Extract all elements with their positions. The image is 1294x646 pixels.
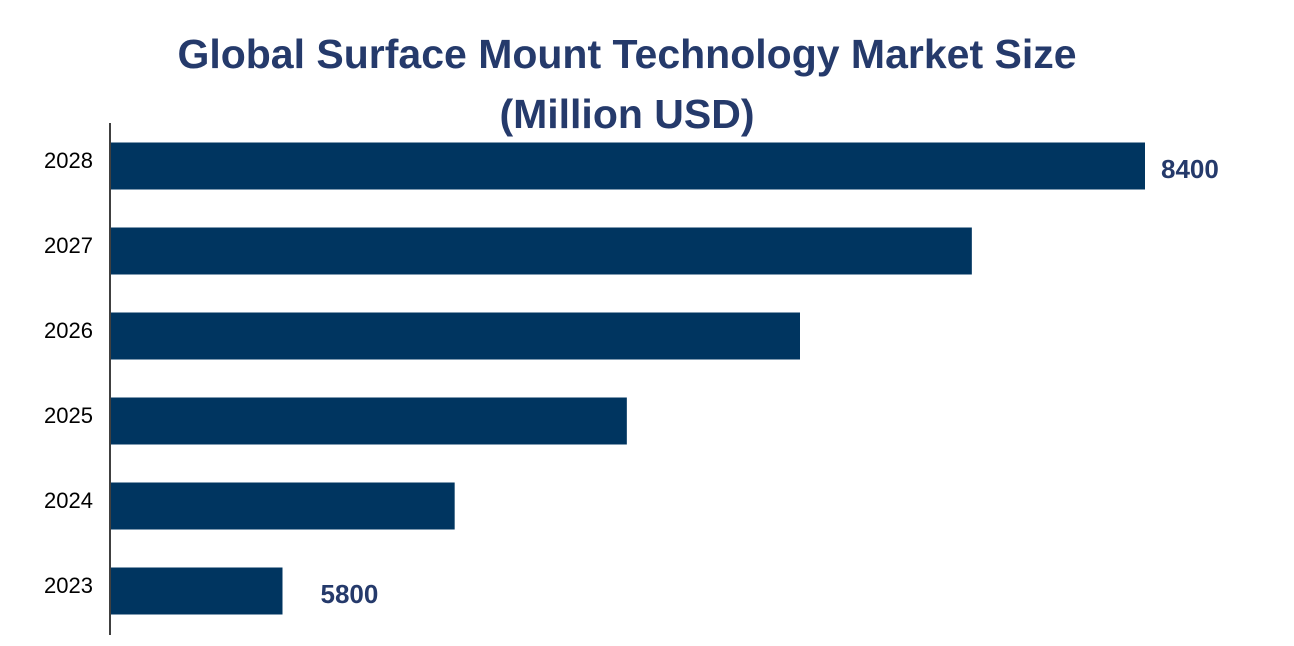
y-tick-label: 2027 bbox=[44, 233, 93, 258]
y-tick-label: 2025 bbox=[44, 403, 93, 428]
bar bbox=[111, 567, 283, 615]
y-tick-label: 2024 bbox=[44, 488, 93, 513]
bar bbox=[111, 482, 455, 530]
chart-title: Global Surface Mount Technology Market S… bbox=[177, 31, 1077, 137]
bar bbox=[111, 142, 1145, 190]
bar bbox=[111, 312, 800, 360]
bar bbox=[111, 227, 972, 275]
y-tick-label: 2023 bbox=[44, 573, 93, 598]
bar bbox=[111, 397, 627, 445]
y-tick-label: 2026 bbox=[44, 318, 93, 343]
value-label: 8400 bbox=[1161, 154, 1219, 184]
value-label: 5800 bbox=[321, 579, 379, 609]
y-tick-label: 2028 bbox=[44, 148, 93, 173]
